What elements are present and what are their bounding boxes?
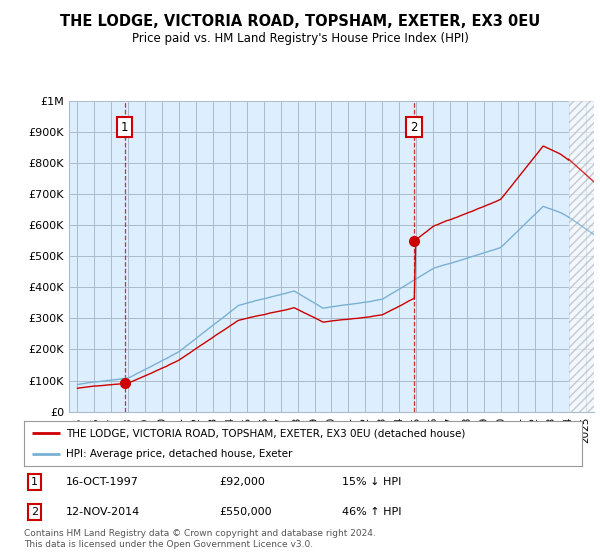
Text: Price paid vs. HM Land Registry's House Price Index (HPI): Price paid vs. HM Land Registry's House …: [131, 32, 469, 45]
Text: 15% ↓ HPI: 15% ↓ HPI: [342, 477, 401, 487]
Text: HPI: Average price, detached house, Exeter: HPI: Average price, detached house, Exet…: [66, 449, 292, 459]
Text: 1: 1: [31, 477, 38, 487]
Text: THE LODGE, VICTORIA ROAD, TOPSHAM, EXETER, EX3 0EU (detached house): THE LODGE, VICTORIA ROAD, TOPSHAM, EXETE…: [66, 428, 465, 438]
Text: 1: 1: [121, 121, 128, 134]
Text: 2: 2: [31, 507, 38, 517]
Text: 46% ↑ HPI: 46% ↑ HPI: [342, 507, 401, 517]
Text: THE LODGE, VICTORIA ROAD, TOPSHAM, EXETER, EX3 0EU: THE LODGE, VICTORIA ROAD, TOPSHAM, EXETE…: [60, 14, 540, 29]
Text: 12-NOV-2014: 12-NOV-2014: [66, 507, 140, 517]
Text: £92,000: £92,000: [220, 477, 265, 487]
Text: 16-OCT-1997: 16-OCT-1997: [66, 477, 139, 487]
Bar: [569, 101, 594, 412]
Text: £550,000: £550,000: [220, 507, 272, 517]
Text: Contains HM Land Registry data © Crown copyright and database right 2024.
This d: Contains HM Land Registry data © Crown c…: [24, 529, 376, 549]
Text: 2: 2: [410, 121, 418, 134]
